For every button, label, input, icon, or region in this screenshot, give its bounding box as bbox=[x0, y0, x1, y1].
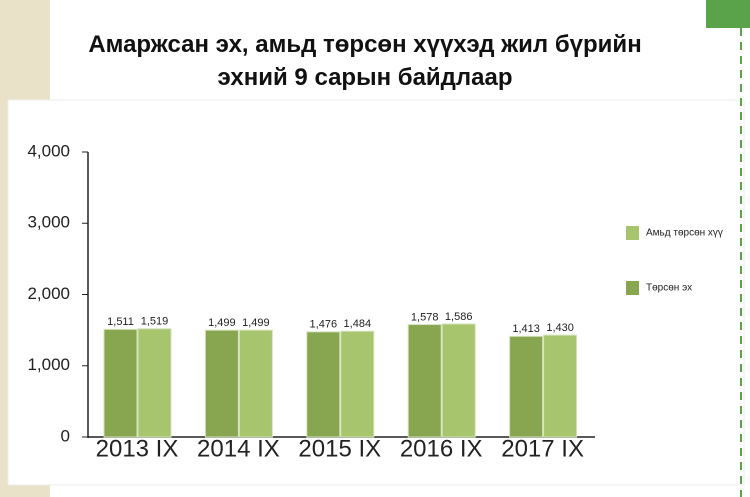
value-label: 1,519 bbox=[141, 316, 169, 328]
bar bbox=[306, 331, 341, 438]
bar bbox=[509, 335, 544, 438]
x-tick-label: 2017 IX bbox=[501, 435, 584, 462]
value-label: 1,484 bbox=[344, 318, 372, 330]
bar bbox=[204, 329, 239, 438]
decor-box bbox=[706, 0, 750, 28]
value-label: 1,586 bbox=[445, 311, 473, 323]
value-label: 1,499 bbox=[208, 317, 236, 329]
bar bbox=[103, 328, 138, 438]
x-tick-label: 2013 IX bbox=[96, 435, 179, 462]
value-label: 1,430 bbox=[546, 322, 574, 334]
x-tick-label: 2016 IX bbox=[400, 435, 483, 462]
value-label: 1,578 bbox=[411, 311, 439, 323]
value-label: 1,413 bbox=[512, 323, 540, 335]
y-tick-label: 1,000 bbox=[27, 355, 70, 374]
value-label: 1,511 bbox=[107, 316, 134, 328]
bar bbox=[238, 329, 273, 438]
x-tick-label: 2015 IX bbox=[298, 435, 381, 462]
bar bbox=[441, 323, 476, 438]
y-tick-label: 0 bbox=[61, 426, 70, 445]
value-label: 1,499 bbox=[242, 317, 270, 329]
y-tick-label: 4,000 bbox=[27, 141, 70, 160]
y-tick-label: 3,000 bbox=[27, 213, 70, 232]
value-label: 1,476 bbox=[310, 319, 338, 331]
bar bbox=[543, 334, 578, 438]
y-tick-label: 2,000 bbox=[27, 284, 70, 303]
x-tick-label: 2014 IX bbox=[197, 435, 280, 462]
bar bbox=[137, 328, 172, 438]
legend-swatch bbox=[626, 226, 639, 240]
bar bbox=[407, 324, 442, 438]
chart-title: Амаржсан эх, амьд төрсөн хүүхэд жил бүри… bbox=[88, 31, 642, 91]
legend-label: Төрсөн эх bbox=[646, 283, 692, 294]
legend-label: Амьд төрсөн хүү bbox=[646, 228, 723, 239]
bar bbox=[340, 330, 375, 438]
legend-swatch bbox=[626, 281, 639, 295]
